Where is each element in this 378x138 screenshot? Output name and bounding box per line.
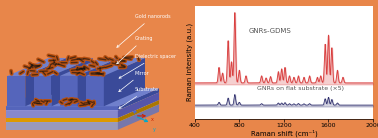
- Polygon shape: [6, 88, 159, 106]
- Text: Mirror: Mirror: [119, 71, 149, 92]
- Polygon shape: [25, 58, 67, 106]
- Polygon shape: [34, 76, 51, 106]
- Polygon shape: [8, 58, 67, 76]
- Polygon shape: [86, 58, 145, 76]
- Polygon shape: [6, 118, 118, 122]
- Polygon shape: [60, 58, 119, 76]
- Text: GNRs-GDMS: GNRs-GDMS: [248, 28, 291, 34]
- Polygon shape: [86, 76, 104, 106]
- Polygon shape: [118, 100, 159, 122]
- Text: x: x: [150, 117, 153, 122]
- Polygon shape: [51, 58, 93, 106]
- Text: z: z: [131, 99, 133, 104]
- Polygon shape: [77, 58, 119, 106]
- Text: GNRs on flat substrate (×5): GNRs on flat substrate (×5): [257, 86, 344, 91]
- Polygon shape: [118, 92, 159, 118]
- Polygon shape: [34, 58, 93, 76]
- Polygon shape: [104, 58, 145, 106]
- X-axis label: Raman shift (cm⁻¹): Raman shift (cm⁻¹): [251, 129, 317, 137]
- Polygon shape: [6, 122, 118, 130]
- Polygon shape: [60, 76, 77, 106]
- Polygon shape: [8, 76, 25, 106]
- Text: Dielectric spacer: Dielectric spacer: [119, 54, 176, 78]
- Polygon shape: [6, 106, 118, 110]
- Polygon shape: [6, 100, 159, 118]
- Polygon shape: [6, 104, 159, 122]
- Polygon shape: [6, 92, 159, 110]
- Text: Gold nanorods: Gold nanorods: [117, 14, 170, 47]
- Text: Grating: Grating: [117, 36, 153, 64]
- Text: Substrate: Substrate: [119, 87, 159, 108]
- Polygon shape: [118, 104, 159, 130]
- Polygon shape: [6, 110, 118, 118]
- Y-axis label: Raman intensity (a.u.): Raman intensity (a.u.): [187, 23, 193, 101]
- Polygon shape: [118, 88, 159, 110]
- Text: y: y: [153, 127, 156, 132]
